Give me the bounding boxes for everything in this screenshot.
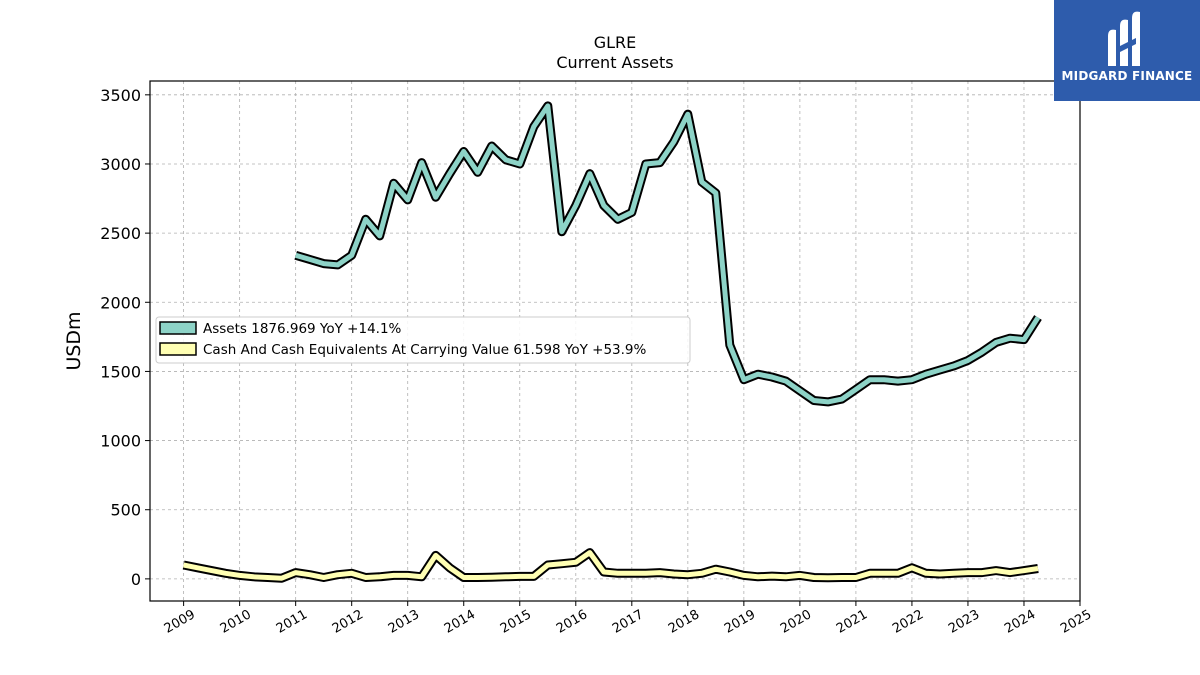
midgard-logo-icon — [1108, 11, 1140, 67]
series-line-cash — [183, 550, 1039, 581]
x-tick-label: 2021 — [834, 607, 870, 637]
legend-swatch-assets — [159, 321, 197, 335]
legend-label-assets: Assets 1876.969 YoY +14.1% — [203, 321, 402, 337]
x-tick-label: 2022 — [890, 607, 926, 637]
x-tick-label: 2010 — [218, 607, 254, 637]
logo-text: MIDGARD FINANCE — [1061, 69, 1193, 83]
x-tick-label: 2018 — [666, 607, 702, 637]
plot-frame — [149, 80, 1081, 602]
series-layer — [182, 101, 1042, 583]
x-tick-label: 2012 — [330, 607, 366, 637]
x-tick-label: 2011 — [274, 607, 310, 637]
x-tick-label: 2015 — [498, 607, 534, 637]
y-tick-label: 3500 — [100, 86, 141, 105]
x-tick-label: 2024 — [1002, 607, 1038, 637]
chart-title: GLRE — [594, 33, 637, 52]
y-tick-label: 2500 — [100, 224, 141, 243]
grid — [150, 81, 1081, 601]
x-tick-label: 2025 — [1058, 607, 1094, 637]
x-tick-label: 2014 — [442, 607, 478, 637]
y-tick-label: 1000 — [100, 432, 141, 451]
y-tick-label: 3000 — [100, 155, 141, 174]
x-tick-label: 2023 — [946, 607, 982, 637]
x-tick-label: 2017 — [610, 607, 646, 637]
y-tick-label: 1500 — [100, 362, 141, 381]
y-tick-label: 500 — [110, 501, 141, 520]
x-tick-label: 2013 — [386, 607, 422, 637]
legend-label-cash: Cash And Cash Equivalents At Carrying Va… — [203, 342, 647, 358]
legend-swatch-cash — [159, 342, 197, 356]
x-tick-label: 2020 — [778, 607, 814, 637]
legend-frame — [155, 316, 691, 364]
y-tick-label: 2000 — [100, 293, 141, 312]
y-axis-label: USDm — [63, 311, 85, 370]
y-tick-label: 0 — [131, 570, 141, 589]
x-tick-label: 2009 — [162, 607, 198, 637]
brand-logo: MIDGARD FINANCE — [1054, 0, 1200, 101]
x-tick-label: 2019 — [722, 607, 758, 637]
legend: Assets 1876.969 YoY +14.1% Cash And Cash… — [155, 316, 691, 364]
x-tick-label: 2016 — [554, 607, 590, 637]
chart-subtitle: Current Assets — [556, 53, 673, 72]
series-line-assets — [294, 103, 1041, 405]
